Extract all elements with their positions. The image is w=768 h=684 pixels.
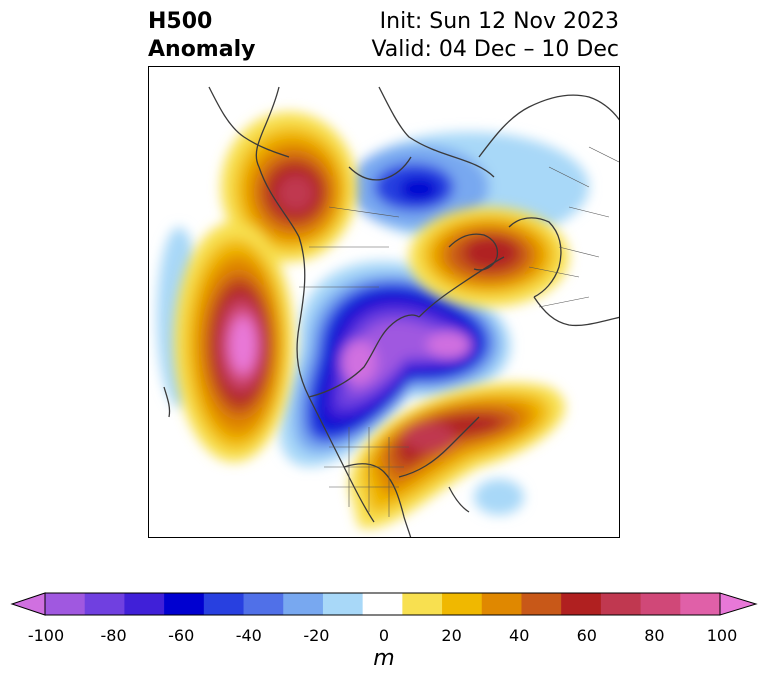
date-info: Init: Sun 12 Nov 2023 Valid: 04 Dec – 10…	[371, 8, 619, 64]
colorbar-cell	[521, 593, 562, 615]
colorbar-extend-min	[10, 592, 46, 616]
title-line-1: H500	[148, 9, 213, 34]
valid-date: Valid: 04 Dec – 10 Dec	[371, 37, 619, 62]
colorbar-cell	[45, 593, 86, 615]
colorbar-cell	[362, 593, 403, 615]
colorbar-cell	[680, 593, 721, 615]
map-canvas	[157, 86, 619, 537]
negative-anomaly-layer	[157, 132, 589, 515]
init-date: Init: Sun 12 Nov 2023	[379, 9, 619, 34]
colorbar-tick-label: 80	[644, 626, 665, 645]
colorbar-cell	[640, 593, 681, 615]
colorbar-tick-label: 20	[441, 626, 462, 645]
border-layer	[299, 146, 619, 517]
colorbar-extend-max	[719, 592, 758, 616]
colorbar	[10, 592, 758, 616]
colorbar-cell	[600, 593, 642, 615]
colorbar-cell	[402, 593, 443, 615]
colorbar-unit: m	[373, 646, 395, 671]
colorbar-tick-label: 0	[378, 626, 390, 645]
colorbar-tick-label: 40	[509, 626, 530, 645]
colorbar-tick-label: -20	[303, 626, 330, 645]
colorbar-cell	[322, 593, 364, 615]
colorbar-tick-label: -40	[235, 626, 262, 645]
colorbar-cell	[203, 593, 245, 615]
title-line-2: Anomaly	[148, 37, 256, 62]
colorbar-tick-label: -60	[168, 626, 195, 645]
colorbar-tick-label: -80	[100, 626, 127, 645]
colorbar-cells	[10, 592, 758, 616]
colorbar-tick-label: -100	[27, 626, 65, 645]
colorbar-cell	[561, 593, 602, 615]
colorbar-cell	[243, 593, 284, 615]
anomaly-map	[148, 66, 620, 538]
colorbar-cell	[164, 593, 205, 615]
colorbar-cell	[283, 593, 324, 615]
colorbar-cell	[481, 593, 522, 615]
coastline-layer	[163, 86, 619, 537]
colorbar-tick-label: 100	[706, 626, 738, 645]
map-title: H500 Anomaly	[148, 8, 255, 64]
colorbar-tick-label: 60	[576, 626, 597, 645]
colorbar-frame	[44, 592, 721, 616]
colorbar-cell	[442, 593, 483, 615]
colorbar-cell	[124, 593, 165, 615]
colorbar-cell	[84, 593, 125, 615]
